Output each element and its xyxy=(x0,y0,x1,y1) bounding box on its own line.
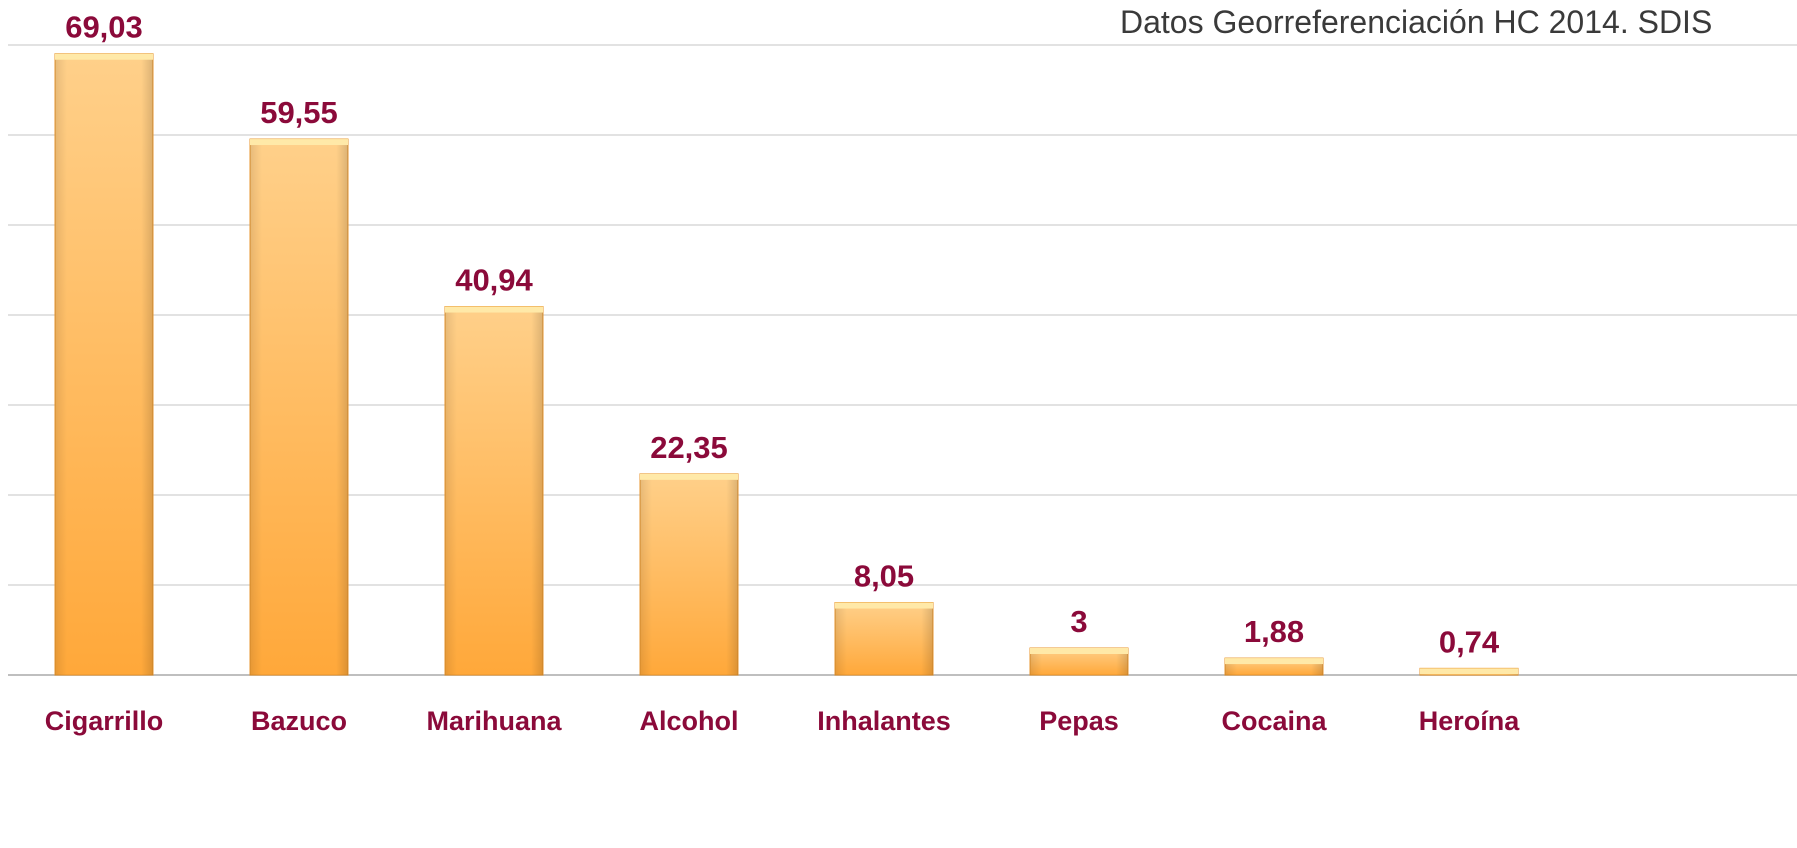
category-labels: Cigarrillo Bazuco Marihuana Alcohol Inhalant… xyxy=(45,706,1521,736)
bar-cap xyxy=(1420,668,1518,675)
value-label: 59,55 xyxy=(260,95,338,130)
bar-shading xyxy=(640,473,738,675)
bar-cap xyxy=(1225,658,1323,665)
category-label: Marihuana xyxy=(426,706,562,736)
category-label: Pepas xyxy=(1039,706,1119,736)
value-label: 69,03 xyxy=(65,10,143,45)
bar-shading xyxy=(55,53,153,676)
category-label: Cigarrillo xyxy=(45,706,164,736)
value-label: 0,74 xyxy=(1439,624,1500,659)
bar-cap xyxy=(250,139,348,146)
value-label: 22,35 xyxy=(650,430,728,465)
category-label: Cocaina xyxy=(1221,706,1327,736)
bar-shading xyxy=(250,139,348,676)
bar-cap xyxy=(640,473,738,480)
bar-cap xyxy=(1030,648,1128,654)
category-label: Inhalantes xyxy=(817,706,951,736)
bar-cap xyxy=(835,602,933,609)
bars xyxy=(54,53,1519,676)
source-note: Datos Georreferenciación HC 2014. SDIS xyxy=(1120,4,1713,40)
category-label: Alcohol xyxy=(640,706,739,736)
bar-cap xyxy=(445,306,543,313)
value-label: 8,05 xyxy=(854,559,914,594)
bar-shading xyxy=(835,602,933,675)
bar-marihuana xyxy=(444,306,544,676)
bar-bazuco xyxy=(249,138,349,676)
bar-cigarrillo xyxy=(54,53,154,676)
bar-shading xyxy=(445,306,543,675)
value-label: 3 xyxy=(1070,604,1087,639)
bar-inhalantes xyxy=(834,602,934,676)
bar-cap xyxy=(55,53,153,60)
bar-pepas xyxy=(1029,647,1129,676)
bar-heroína xyxy=(1419,667,1519,676)
category-label: Heroína xyxy=(1419,706,1521,736)
value-labels: 69,03 59,55 40,94 22,35 8,05 3 1,88 0,74 xyxy=(65,10,1500,660)
category-label: Bazuco xyxy=(251,706,347,736)
value-label: 1,88 xyxy=(1244,614,1304,649)
bar-cocaina xyxy=(1224,657,1324,676)
value-label: 40,94 xyxy=(455,263,533,298)
bar-alcohol xyxy=(639,473,739,676)
